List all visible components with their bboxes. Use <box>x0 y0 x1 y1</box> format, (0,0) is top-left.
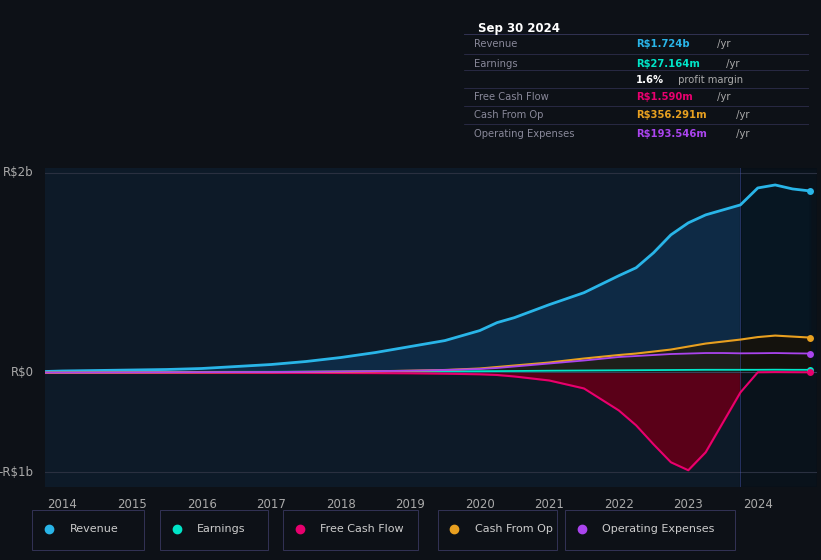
Text: -R$1b: -R$1b <box>0 466 34 479</box>
Text: /yr: /yr <box>713 39 730 49</box>
Text: /yr: /yr <box>713 92 730 102</box>
Text: Cash From Op: Cash From Op <box>475 110 544 120</box>
Text: Earnings: Earnings <box>475 59 518 68</box>
Text: Operating Expenses: Operating Expenses <box>602 524 714 534</box>
Text: /yr: /yr <box>733 129 750 139</box>
Text: R$0: R$0 <box>11 366 34 379</box>
Bar <box>438 510 557 550</box>
Text: R$1.590m: R$1.590m <box>636 92 693 102</box>
Text: Earnings: Earnings <box>197 524 245 534</box>
Text: R$193.546m: R$193.546m <box>636 129 707 139</box>
Text: R$356.291m: R$356.291m <box>636 110 707 120</box>
Text: Revenue: Revenue <box>475 39 517 49</box>
Text: profit margin: profit margin <box>675 74 743 85</box>
Text: Revenue: Revenue <box>70 524 118 534</box>
Text: Sep 30 2024: Sep 30 2024 <box>478 22 560 35</box>
Text: R$2b: R$2b <box>3 166 34 180</box>
Bar <box>32 510 144 550</box>
Text: 1.6%: 1.6% <box>636 74 664 85</box>
Text: Operating Expenses: Operating Expenses <box>475 129 575 139</box>
Bar <box>283 510 418 550</box>
Bar <box>159 510 268 550</box>
Text: Free Cash Flow: Free Cash Flow <box>320 524 404 534</box>
Text: Free Cash Flow: Free Cash Flow <box>475 92 549 102</box>
Text: Cash From Op: Cash From Op <box>475 524 553 534</box>
Bar <box>741 168 817 487</box>
Text: R$27.164m: R$27.164m <box>636 59 700 68</box>
Text: R$1.724b: R$1.724b <box>636 39 690 49</box>
Text: /yr: /yr <box>733 110 750 120</box>
Text: /yr: /yr <box>723 59 740 68</box>
Bar <box>565 510 735 550</box>
